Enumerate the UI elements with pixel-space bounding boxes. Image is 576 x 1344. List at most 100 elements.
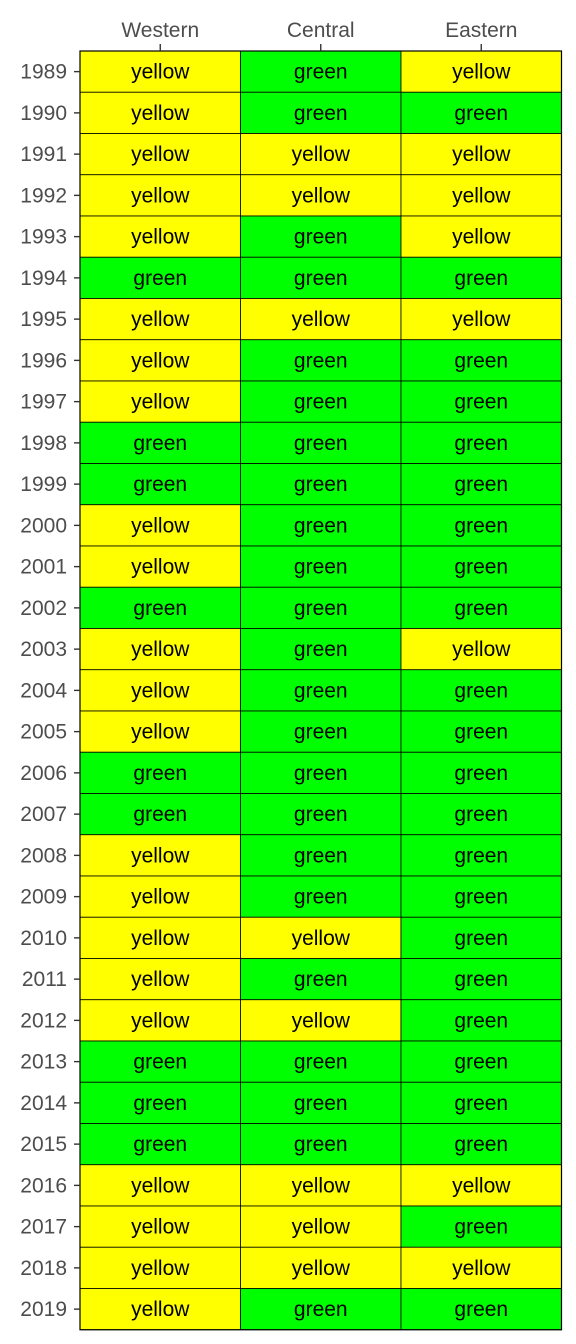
heatmap-cell: [79, 1288, 241, 1331]
y-tick-label: 2003: [20, 638, 67, 661]
y-tick-label: 2007: [20, 803, 67, 826]
cell-label: yellow: [292, 143, 351, 166]
cell-label: yellow: [131, 1257, 190, 1280]
cell-label: green: [133, 803, 187, 826]
heatmap-cell: [240, 298, 402, 341]
heatmap-cell: [240, 256, 402, 299]
cell-label: green: [294, 638, 348, 661]
heatmap-cell: [400, 628, 562, 671]
cell-label: yellow: [131, 102, 190, 125]
heatmap-cell: [240, 50, 402, 93]
heatmap-cell: [240, 751, 402, 794]
cell-label: yellow: [452, 308, 511, 331]
heatmap-cell: [79, 875, 241, 918]
cell-label: yellow: [131, 514, 190, 537]
heatmap-cell: [240, 1040, 402, 1083]
cell-label: yellow: [452, 1257, 511, 1280]
heatmap-cell: [400, 958, 562, 1001]
heatmap-cell: [79, 545, 241, 588]
heatmap-cell: [240, 669, 402, 712]
heatmap-cell: [400, 1123, 562, 1166]
cell-label: yellow: [131, 1174, 190, 1197]
y-tick-label: 2006: [20, 762, 67, 785]
y-tick-label: 2012: [20, 1009, 67, 1032]
heatmap-cell: [240, 545, 402, 588]
heatmap-cell: [79, 628, 241, 671]
cell-label: green: [294, 679, 348, 702]
heatmap-cell: [400, 1040, 562, 1083]
cell-label: yellow: [452, 1174, 511, 1197]
cell-label: green: [454, 514, 508, 537]
cell-label: green: [454, 1298, 508, 1321]
heatmap-cell: [79, 1205, 241, 1248]
cell-label: green: [294, 1092, 348, 1115]
cell-label: yellow: [452, 184, 511, 207]
heatmap-cell: [79, 669, 241, 712]
heatmap-cell: [240, 339, 402, 382]
cell-label: yellow: [292, 1009, 351, 1032]
heatmap-cell: [79, 1246, 241, 1289]
cell-label: green: [294, 803, 348, 826]
heatmap-cell: [400, 999, 562, 1042]
cell-label: yellow: [131, 968, 190, 991]
cell-label: yellow: [292, 308, 351, 331]
y-tick-label: 1993: [20, 226, 67, 249]
cell-label: green: [454, 803, 508, 826]
cell-label: yellow: [131, 556, 190, 579]
heatmap-cell: [400, 380, 562, 423]
cell-label: green: [454, 1092, 508, 1115]
heatmap-cell: [79, 586, 241, 629]
heatmap-cell: [240, 1246, 402, 1289]
heatmap-grid: yellow green yellow yellow green green yellow y…: [79, 50, 563, 1331]
cell-label: green: [133, 432, 187, 455]
cell-label: green: [133, 473, 187, 496]
cell-label: green: [454, 1133, 508, 1156]
y-tick-label: 1999: [20, 473, 67, 496]
cell-label: green: [294, 349, 348, 372]
heatmap-cell: [240, 793, 402, 836]
cell-label: yellow: [131, 143, 190, 166]
heatmap-cell: [240, 215, 402, 258]
cell-label: green: [454, 473, 508, 496]
cell-label: green: [294, 844, 348, 867]
cell-label: green: [294, 226, 348, 249]
cell-label: green: [454, 844, 508, 867]
cell-label: green: [294, 1298, 348, 1321]
heatmap-cell: [79, 91, 241, 134]
heatmap-cell: [79, 339, 241, 382]
y-tick-label: 2015: [20, 1133, 67, 1156]
y-tick-label: 1991: [20, 143, 67, 166]
heatmap-cell: [79, 999, 241, 1042]
heatmap-cell: [400, 669, 562, 712]
cell-label: green: [294, 1133, 348, 1156]
cell-label: green: [454, 391, 508, 414]
heatmap-cell: [400, 256, 562, 299]
heatmap-cell: [400, 751, 562, 794]
cell-label: green: [454, 432, 508, 455]
cell-label: green: [133, 267, 187, 290]
heatmap-cell: [240, 710, 402, 753]
cell-label: green: [294, 886, 348, 909]
cell-label: yellow: [292, 927, 351, 950]
heatmap-cell: [79, 380, 241, 423]
heatmap-cell: [240, 1205, 402, 1248]
cell-label: yellow: [131, 226, 190, 249]
y-tick-label: 2011: [22, 968, 67, 991]
cell-label: yellow: [452, 226, 511, 249]
heatmap-cell: [400, 174, 562, 217]
cell-label: yellow: [292, 1174, 351, 1197]
heatmap-cell: [79, 916, 241, 959]
heatmap-cell: [79, 463, 241, 506]
cell-label: green: [294, 61, 348, 84]
cell-label: green: [454, 886, 508, 909]
cell-label: green: [454, 1216, 508, 1239]
y-tick-label: 2019: [20, 1298, 67, 1321]
heatmap-cell: [79, 298, 241, 341]
cell-label: yellow: [452, 638, 511, 661]
heatmap-cell: [240, 834, 402, 877]
cell-label: green: [294, 556, 348, 579]
heatmap-cell: [79, 1123, 241, 1166]
heatmap-cell: [400, 91, 562, 134]
heatmap-cell: [400, 1164, 562, 1207]
heatmap-cell: [400, 1205, 562, 1248]
